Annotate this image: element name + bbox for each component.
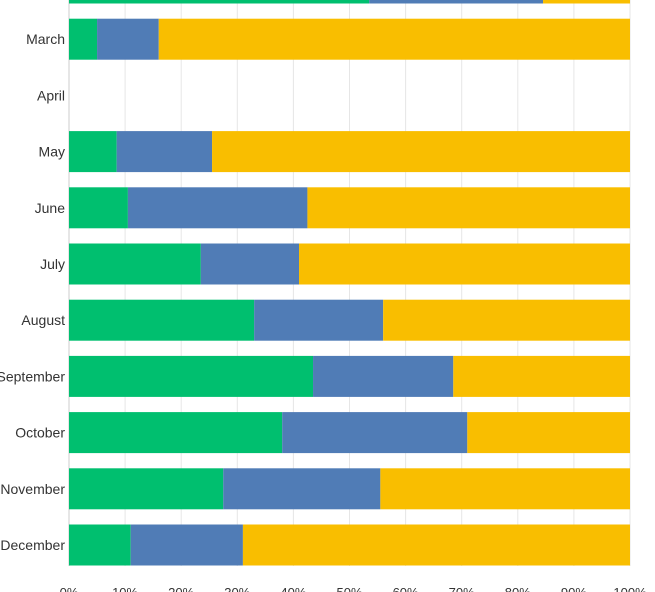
bar-segment-february-s2 <box>543 0 630 4</box>
bar-segment-march-s1 <box>97 18 159 60</box>
bar-segment-november-s0 <box>69 468 224 510</box>
category-label-april: April <box>37 87 65 103</box>
category-labels: March April May June July August September Octo… <box>0 31 65 553</box>
bar-segment-september-s2 <box>453 355 630 397</box>
category-label-october: October <box>15 425 65 441</box>
x-tick-label: 80% <box>505 585 531 592</box>
bar-segment-june-s2 <box>307 187 630 229</box>
bar-segment-march-s2 <box>158 18 630 60</box>
bar-segment-august-s1 <box>254 299 384 341</box>
x-tick-label: 60% <box>393 585 419 592</box>
bar-segment-october-s1 <box>282 412 468 454</box>
bar-segment-november-s1 <box>223 468 381 510</box>
x-tick-label: 90% <box>561 585 587 592</box>
bar-segment-september-s0 <box>69 355 314 397</box>
bar-segment-february-s0 <box>69 0 370 4</box>
x-tick-label: 30% <box>224 585 250 592</box>
bar-segment-november-s2 <box>380 468 630 510</box>
bar-segment-october-s2 <box>467 412 630 454</box>
x-tick-label: 0% <box>60 585 79 592</box>
bar-segment-march-s0 <box>69 18 98 60</box>
bar-segment-july-s0 <box>69 243 201 285</box>
bar-segment-august-s2 <box>383 299 630 341</box>
bar-segment-september-s1 <box>313 355 454 397</box>
category-label-november: November <box>0 481 65 497</box>
category-label-august: August <box>21 312 65 328</box>
x-tick-label: 100% <box>613 585 647 592</box>
category-label-may: May <box>39 144 65 160</box>
bar-segment-august-s0 <box>69 299 255 341</box>
x-tick-label: 40% <box>280 585 306 592</box>
bar-segment-december-s0 <box>69 524 131 566</box>
bar-segment-october-s0 <box>69 412 283 454</box>
bar-segment-july-s1 <box>200 243 300 285</box>
category-label-june: June <box>35 200 66 216</box>
bar-segment-may-s2 <box>212 131 630 173</box>
bar-segment-may-s0 <box>69 131 117 173</box>
bar-segment-december-s2 <box>242 524 630 566</box>
bar-segment-june-s0 <box>69 187 128 229</box>
category-label-december: December <box>0 537 65 553</box>
bar-segment-june-s1 <box>127 187 308 229</box>
bars <box>69 0 630 566</box>
bar-segment-december-s1 <box>130 524 243 566</box>
x-tick-label: 50% <box>336 585 362 592</box>
x-tick-label: 10% <box>112 585 138 592</box>
category-label-september: September <box>0 368 65 384</box>
x-tick-label: 70% <box>449 585 475 592</box>
bar-segment-february-s1 <box>369 0 544 4</box>
bar-segment-may-s1 <box>116 131 213 173</box>
x-axis-tick-labels: 0% 10% 20% 30% 40% 50% 60% 70% 80% 90% 100% <box>60 585 647 592</box>
category-label-july: July <box>40 256 65 272</box>
x-tick-label: 20% <box>168 585 194 592</box>
bar-segment-july-s2 <box>299 243 630 285</box>
category-label-march: March <box>26 31 65 47</box>
